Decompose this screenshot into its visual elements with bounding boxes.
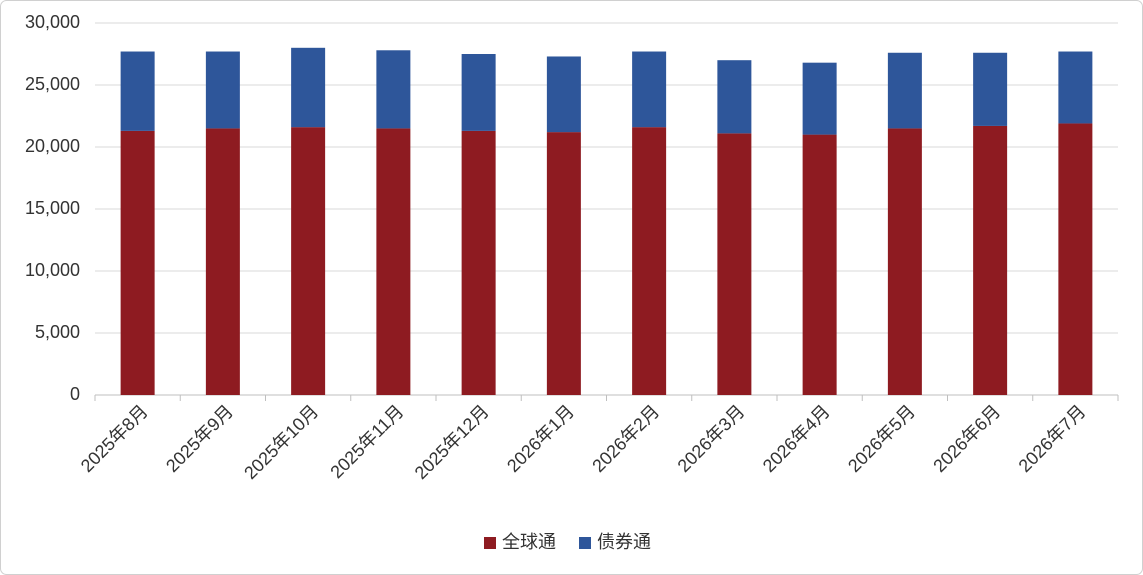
bar-segment <box>1058 51 1093 124</box>
bar-segment <box>717 60 752 134</box>
legend-label: 全球通 <box>502 532 556 552</box>
bar-segment <box>376 128 411 395</box>
legend-swatch <box>579 537 591 549</box>
y-tick-label: 5,000 <box>35 322 80 342</box>
bar-segment <box>291 47 326 128</box>
y-tick-label: 0 <box>70 384 80 404</box>
bar-segment <box>887 128 922 395</box>
bar-segment <box>632 127 667 395</box>
bar-segment <box>973 125 1008 396</box>
y-tick-label: 10,000 <box>25 260 80 280</box>
bar-segment <box>205 51 240 129</box>
bar-segment <box>1058 123 1093 395</box>
bar-segment <box>461 130 496 395</box>
bar-segment <box>546 132 581 395</box>
bar-segment <box>205 128 240 395</box>
bar-segment <box>717 133 752 396</box>
bar-segment <box>120 51 155 131</box>
y-tick-label: 30,000 <box>25 12 80 32</box>
bar-segment <box>887 52 922 129</box>
bar-segment <box>376 50 411 129</box>
bar-segment <box>120 130 155 395</box>
legend-label: 债券通 <box>597 532 651 552</box>
bar-segment <box>632 51 667 128</box>
bar-segment <box>802 62 837 135</box>
bar-segment <box>802 134 837 395</box>
bar-segment <box>973 52 1008 126</box>
legend-swatch <box>484 537 496 549</box>
bar-segment <box>291 127 326 395</box>
bar-segment <box>461 54 496 131</box>
y-tick-label: 20,000 <box>25 136 80 156</box>
bar-segment <box>546 56 581 133</box>
y-tick-label: 15,000 <box>25 198 80 218</box>
y-tick-label: 25,000 <box>25 74 80 94</box>
